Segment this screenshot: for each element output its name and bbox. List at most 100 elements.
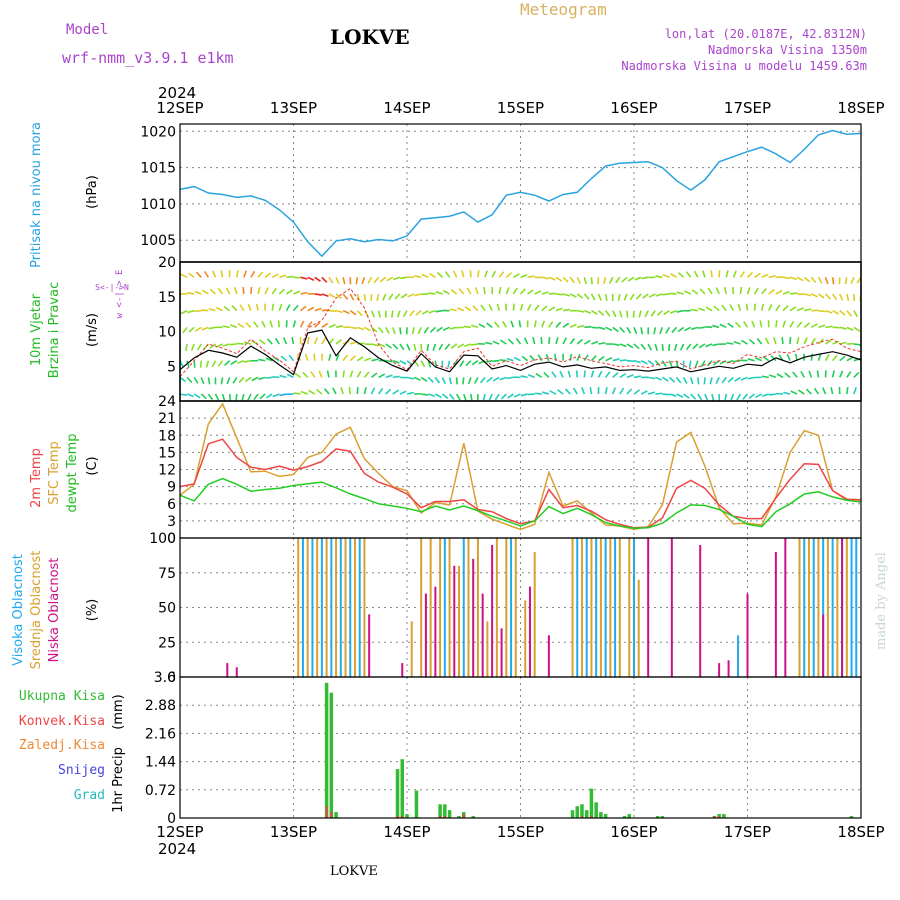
wind-barb [562,337,567,345]
wind-barb [499,359,507,362]
wind-barb [291,336,295,345]
wind-barb [754,272,761,278]
y-tick-label: 25 [158,635,176,651]
wind-barb [541,391,550,395]
wind-barb [590,293,596,301]
wind-barb [314,337,318,345]
mid-cloud-bar [514,538,517,677]
station-title: LOKVE [330,25,410,49]
wind-barb [435,291,443,295]
wind-barb [444,271,451,278]
wind-barb [356,293,361,301]
wind-barb [555,276,563,282]
wind-barb [627,276,635,282]
wind-barb [661,376,669,382]
y-tick-label: 5 [167,359,176,375]
wind-barb [292,320,297,328]
wind-barb [626,326,632,334]
wind-barb [314,293,322,296]
wind-barb [598,341,606,345]
mid-cloud-bar [306,538,309,677]
wind-barb [730,393,735,401]
wind-barb [243,270,248,278]
wind-barb [647,391,656,395]
pressure-line [179,129,862,258]
wind-barb [434,360,438,368]
wind-barb [781,336,784,345]
total-precip-bar [717,814,721,818]
high-cloud-bar [349,538,352,677]
wind-barb [185,343,188,352]
wind-barb [239,304,245,312]
wind-barb [581,387,586,395]
wind-barb [272,393,280,398]
wind-barb [761,393,770,397]
temp-ylabel: 2m Temp [29,448,44,508]
high-cloud-bar [510,538,513,677]
wind-barb [423,326,429,334]
wind-barb [669,393,677,397]
wind-barb [208,326,216,330]
high-cloud-bar [812,538,815,677]
wind-barb [321,337,327,345]
wind-barb [449,308,457,312]
y-tick-label: 1005 [140,233,176,249]
model-label: Model [66,22,108,38]
wind-barb [683,393,690,399]
conv-precip-bar [396,816,399,818]
wind-barb [194,326,202,332]
wind-barb [421,393,429,396]
wind-barb [399,343,405,351]
wind-barb [396,310,401,318]
wind-barb [435,309,443,313]
wind-barb [335,309,344,314]
wind-barb [328,293,336,299]
wind-barb [640,359,648,365]
high-cloud-bar [301,538,304,677]
wind-barb [335,293,342,300]
wind-barb [235,393,238,401]
wind-barb [569,337,576,345]
wind-barb [279,274,287,279]
wind-barb [498,286,502,295]
wind-barb [350,341,358,345]
wind-barb [811,293,819,298]
wind-barb [569,293,577,298]
y-tick-label: 3.6 [154,670,176,686]
wind-barb [591,309,598,316]
low-cloud-bar [401,663,404,677]
wind-barb [371,358,379,362]
wind-barb [648,293,656,298]
wind-barb [180,310,181,312]
wind-barb [633,389,641,395]
mid-cloud-bar [439,538,442,677]
wind-barb [342,370,346,378]
wind-barb [420,376,428,382]
wind-barb [205,360,210,368]
wind-barb [548,276,556,281]
wind-barb [768,288,775,295]
wind-barb [209,288,217,295]
wind-barb [293,290,301,295]
wind-barb [235,270,239,278]
high-cloud-bar [462,538,465,677]
wind-barb [265,357,273,362]
total-precip-bar [660,816,665,818]
wind-barb [668,343,671,352]
wind-barb [534,304,540,312]
y-tick-label: 0 [167,670,176,686]
wind-barb [414,274,422,279]
wind-barb [753,287,759,295]
temp-ylabel2: SFC Temp [47,441,62,505]
wind-barb [510,320,515,328]
wind-barb [796,337,800,345]
wind-barb [364,357,372,362]
temp-ylabel3: dewpt Temp [65,433,80,512]
wind-barb [824,277,829,285]
high-cloud-bar [803,538,806,677]
high-cloud-bar [443,538,446,677]
wind-barb [217,360,224,367]
x-tick-label-bottom: 18SEP [837,823,884,841]
wind-barb [250,270,256,278]
wind-barb [265,393,273,399]
